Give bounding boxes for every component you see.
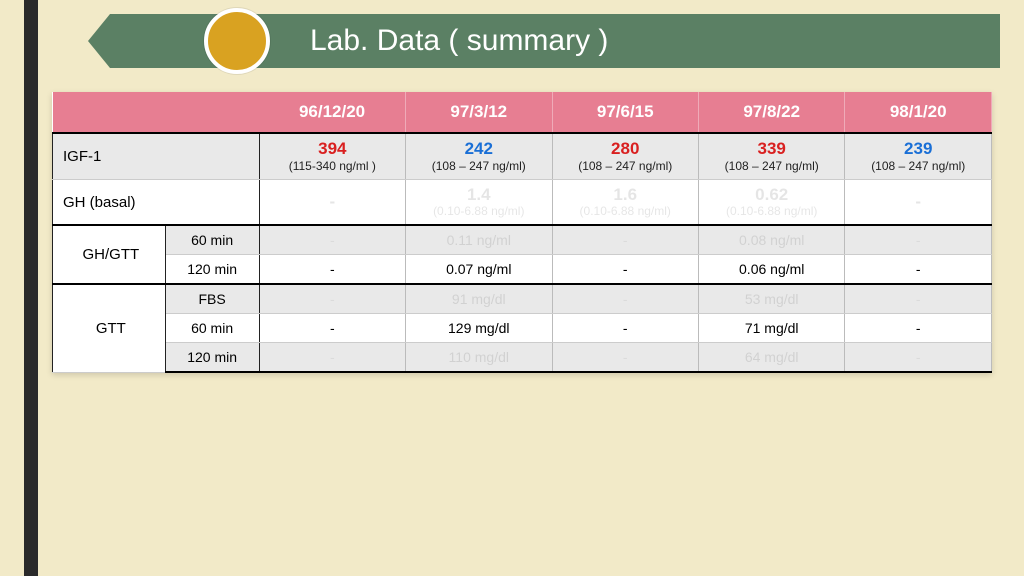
side-accent-bar (24, 0, 38, 576)
group-label: GH/GTT (53, 225, 166, 284)
value-cell: 242(108 – 247 ng/ml) (406, 133, 552, 179)
row-label: GH (basal) (53, 179, 260, 225)
value-cell: - (845, 255, 992, 285)
value-cell: 239(108 – 247 ng/ml) (845, 133, 992, 179)
value-cell: - (259, 255, 405, 285)
page-title: Lab. Data ( summary ) (310, 24, 608, 58)
table-header-row: 96/12/20 97/3/12 97/6/15 97/8/22 98/1/20 (53, 92, 992, 133)
value-cell: 1.4(0.10-6.88 ng/ml) (406, 179, 552, 225)
row-gh-gtt: GH/GTT60 min-0.11 ng/ml-0.08 ng/ml- (53, 225, 992, 255)
value-cell: 339(108 – 247 ng/ml) (698, 133, 844, 179)
sub-label: 60 min (165, 314, 259, 343)
value-cell: 0.07 ng/ml (406, 255, 552, 285)
value-cell: 53 mg/dl (698, 284, 844, 314)
col-date: 97/3/12 (406, 92, 552, 133)
col-date: 98/1/20 (845, 92, 992, 133)
value-cell: - (552, 314, 698, 343)
value-cell: - (845, 314, 992, 343)
value-cell: 0.08 ng/ml (698, 225, 844, 255)
row-igf1: IGF-1394(115-340 ng/ml )242(108 – 247 ng… (53, 133, 992, 179)
row-gtt: 120 min-110 mg/dl-64 mg/dl- (53, 343, 992, 373)
slide-header: Lab. Data ( summary ) (110, 14, 1000, 68)
value-cell: 394(115-340 ng/ml ) (259, 133, 405, 179)
value-cell: 0.11 ng/ml (406, 225, 552, 255)
value-cell: - (845, 179, 992, 225)
sub-label: 60 min (165, 225, 259, 255)
header-bar: Lab. Data ( summary ) (110, 14, 1000, 68)
value-cell: - (845, 225, 992, 255)
col-date: 97/6/15 (552, 92, 698, 133)
header-arrow-icon (88, 14, 110, 68)
header-circle-icon (204, 8, 270, 74)
value-cell: - (552, 255, 698, 285)
value-cell: 71 mg/dl (698, 314, 844, 343)
sub-label: 120 min (165, 343, 259, 373)
value-cell: - (259, 314, 405, 343)
row-gh-basal: GH (basal)-1.4(0.10-6.88 ng/ml)1.6(0.10-… (53, 179, 992, 225)
value-cell: - (552, 225, 698, 255)
row-gtt: 60 min-129 mg/dl-71 mg/dl- (53, 314, 992, 343)
value-cell: - (552, 343, 698, 373)
row-gh-gtt: 120 min-0.07 ng/ml-0.06 ng/ml- (53, 255, 992, 285)
sub-label: 120 min (165, 255, 259, 285)
value-cell: - (845, 284, 992, 314)
group-label: GTT (53, 284, 166, 372)
value-cell: - (259, 284, 405, 314)
row-label: IGF-1 (53, 133, 260, 179)
header-blank (53, 92, 260, 133)
value-cell: - (259, 179, 405, 225)
value-cell: 280(108 – 247 ng/ml) (552, 133, 698, 179)
row-gtt: GTTFBS-91 mg/dl-53 mg/dl- (53, 284, 992, 314)
lab-table: 96/12/20 97/3/12 97/6/15 97/8/22 98/1/20… (52, 92, 992, 373)
col-date: 97/8/22 (698, 92, 844, 133)
value-cell: - (552, 284, 698, 314)
value-cell: - (845, 343, 992, 373)
value-cell: - (259, 343, 405, 373)
value-cell: 0.62(0.10-6.88 ng/ml) (698, 179, 844, 225)
sub-label: FBS (165, 284, 259, 314)
value-cell: 91 mg/dl (406, 284, 552, 314)
value-cell: 64 mg/dl (698, 343, 844, 373)
col-date: 96/12/20 (259, 92, 405, 133)
value-cell: - (259, 225, 405, 255)
value-cell: 1.6(0.10-6.88 ng/ml) (552, 179, 698, 225)
value-cell: 129 mg/dl (406, 314, 552, 343)
value-cell: 110 mg/dl (406, 343, 552, 373)
value-cell: 0.06 ng/ml (698, 255, 844, 285)
